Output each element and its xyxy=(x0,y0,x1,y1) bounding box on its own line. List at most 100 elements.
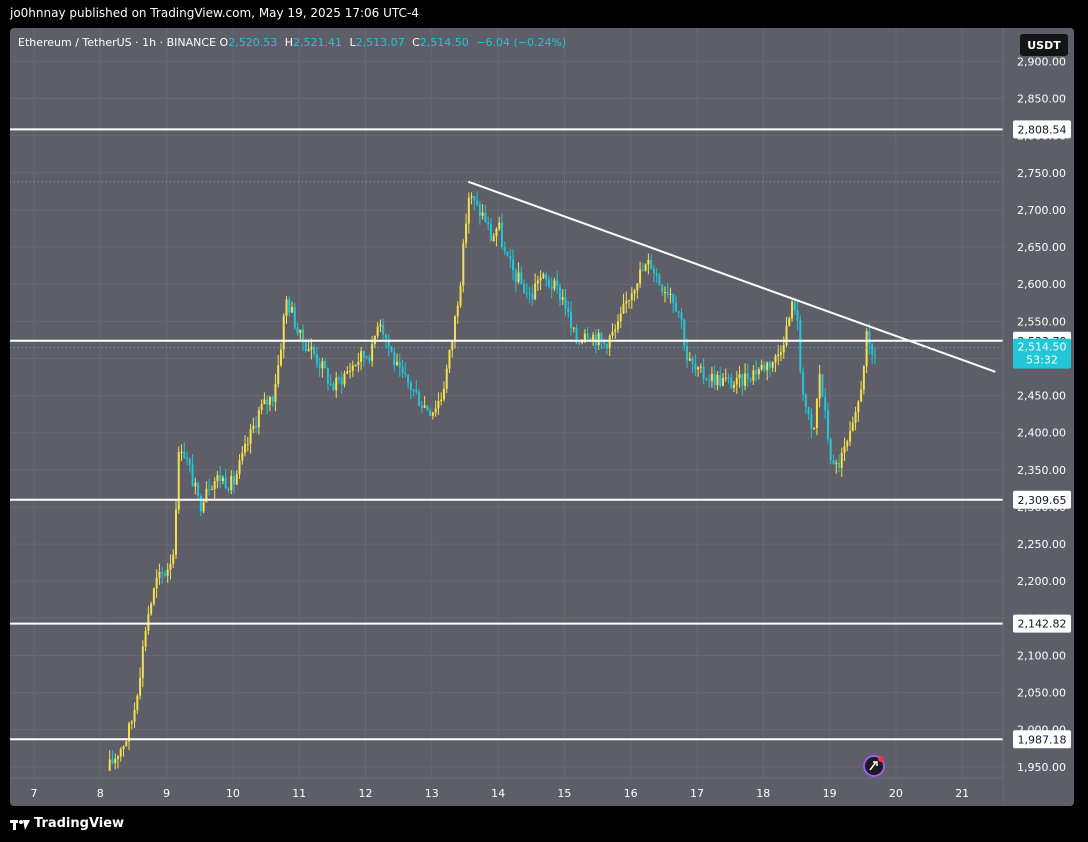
candle-body xyxy=(628,299,631,301)
candle-body xyxy=(451,341,454,350)
open-value: 2,520.53 xyxy=(228,36,278,49)
x-tick-label: 11 xyxy=(292,787,306,800)
candle-body xyxy=(465,223,468,244)
candle-body xyxy=(390,346,393,353)
candle-body xyxy=(680,312,683,320)
candle-body xyxy=(379,324,382,327)
candle-body xyxy=(498,222,501,229)
candle-body xyxy=(128,723,131,742)
candle-body xyxy=(307,349,310,351)
candle-body xyxy=(354,364,357,366)
footer-brand: TradingView xyxy=(34,816,125,831)
candle-body xyxy=(332,383,335,391)
candle-body xyxy=(114,758,117,764)
candle-body xyxy=(669,294,672,296)
candle-body xyxy=(622,303,625,314)
candle-body xyxy=(857,401,860,413)
candle-body xyxy=(757,369,760,375)
candle-body xyxy=(702,366,705,379)
candle-body xyxy=(191,464,194,487)
time-axis[interactable]: 7 8 9 10 11 12 13 14 15 16 17 18 19 20 21 xyxy=(31,787,970,800)
candle-body xyxy=(611,331,614,336)
candle-body xyxy=(161,571,164,574)
candle-body xyxy=(163,573,166,576)
candle-body xyxy=(733,384,736,388)
candle-body xyxy=(119,749,122,757)
candle-body xyxy=(677,311,680,313)
price-chart[interactable]: 1,950.002,000.002,050.002,100.002,150.00… xyxy=(10,28,1074,806)
candle-body xyxy=(553,280,556,289)
candle-body xyxy=(777,354,780,357)
candle-body xyxy=(448,349,451,369)
level-label: 2,808.54 xyxy=(1018,123,1067,136)
candle-body xyxy=(774,356,777,363)
candle-body xyxy=(210,489,213,491)
candle-body xyxy=(509,255,512,260)
candle-body xyxy=(335,377,338,391)
candle-body xyxy=(528,293,531,295)
candle-body xyxy=(851,422,854,432)
candle-body xyxy=(603,340,606,344)
trendline[interactable] xyxy=(467,180,996,373)
candle-body xyxy=(346,371,349,374)
candle-body xyxy=(517,272,520,282)
candles xyxy=(108,191,876,772)
candle-body xyxy=(279,349,282,366)
candle-body xyxy=(318,363,321,369)
candle-body xyxy=(246,443,249,445)
candle-body xyxy=(285,299,288,316)
x-tick-label: 21 xyxy=(955,787,969,800)
candle-body xyxy=(683,319,686,347)
time-axis-bg xyxy=(10,778,1003,806)
candle-body xyxy=(459,285,462,306)
alert-icon[interactable] xyxy=(863,755,885,777)
candle-body xyxy=(426,405,429,411)
candle-body xyxy=(238,460,241,475)
candle-body xyxy=(650,260,653,269)
tradingview-branding[interactable]: TradingView xyxy=(10,816,124,831)
candle-body xyxy=(639,269,642,284)
candle-body xyxy=(445,368,448,389)
y-tick-label: 2,650.00 xyxy=(1017,241,1066,254)
candle-body xyxy=(166,569,169,576)
candle-body xyxy=(826,410,829,440)
last-price-tag: 2,514.50 53:32 xyxy=(1013,338,1071,369)
candle-body xyxy=(840,453,843,468)
candle-body xyxy=(454,316,457,342)
candle-body xyxy=(506,251,509,256)
x-tick-label: 20 xyxy=(889,787,903,800)
candle-body xyxy=(489,224,492,242)
candle-body xyxy=(550,286,553,289)
candle-body xyxy=(476,200,479,205)
currency-button[interactable]: USDT xyxy=(1020,34,1068,56)
candle-body xyxy=(429,410,432,416)
candle-body xyxy=(644,264,647,271)
candle-body xyxy=(122,746,125,750)
candle-body xyxy=(713,373,716,386)
candle-body xyxy=(686,346,689,361)
close-value: 2,514.50 xyxy=(419,36,469,49)
trendline-layer xyxy=(467,180,996,373)
ohlc-legend: Ethereum / TetherUS · 1h · BINANCE O2,52… xyxy=(18,36,567,49)
candle-body xyxy=(302,329,305,343)
candle-body xyxy=(545,274,548,280)
x-tick-label: 13 xyxy=(425,787,439,800)
candle-body xyxy=(862,366,865,390)
candle-body xyxy=(194,482,197,487)
candle-body xyxy=(418,392,421,406)
symbol-label[interactable]: Ethereum / TetherUS · 1h · BINANCE xyxy=(18,36,217,49)
candle-body xyxy=(326,368,329,384)
candle-body xyxy=(768,362,771,368)
x-tick-label: 17 xyxy=(690,787,704,800)
candle-body xyxy=(407,374,410,383)
candle-body xyxy=(384,334,387,339)
candle-body xyxy=(503,247,506,252)
candle-body xyxy=(116,756,119,759)
candle-body xyxy=(514,270,517,282)
candle-body xyxy=(376,326,379,336)
y-tick-label: 2,250.00 xyxy=(1017,538,1066,551)
candle-body xyxy=(829,439,832,461)
chart-panel[interactable]: 1,950.002,000.002,050.002,100.002,150.00… xyxy=(10,28,1074,806)
candle-body xyxy=(616,321,619,330)
candle-body xyxy=(652,268,655,274)
